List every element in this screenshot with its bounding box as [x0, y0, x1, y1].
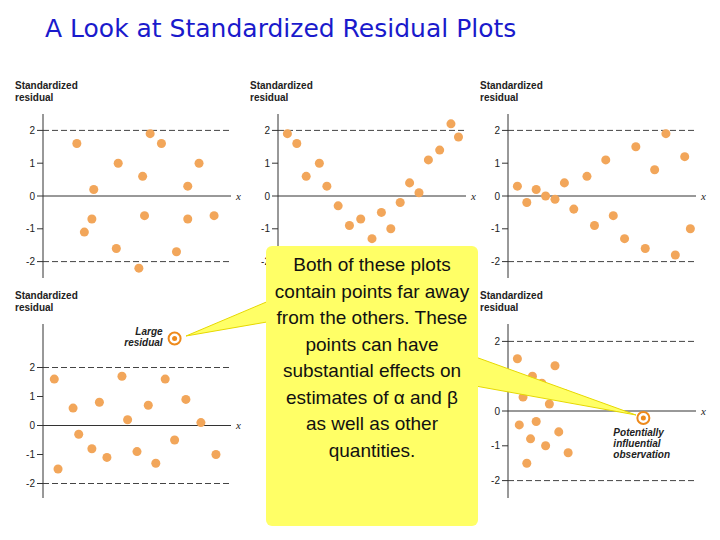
svg-text:2: 2 [494, 336, 500, 347]
svg-text:-1: -1 [26, 223, 35, 234]
svg-text:0: 0 [29, 420, 35, 431]
svg-text:Potentiallyinfluentialobservat: Potentiallyinfluentialobservation [613, 427, 670, 460]
svg-text:-2: -2 [26, 478, 35, 489]
svg-text:2: 2 [264, 125, 270, 136]
svg-text:0: 0 [494, 191, 500, 202]
svg-text:x: x [700, 405, 706, 417]
svg-text:x: x [235, 190, 241, 202]
svg-text:-1: -1 [261, 223, 270, 234]
html-text:Standardized residual: Standardized residual [15, 290, 78, 313]
html-text:Standardized residual: Standardized residual [480, 290, 543, 313]
svg-text:0: 0 [29, 191, 35, 202]
svg-text:1: 1 [29, 391, 35, 402]
svg-text:-2: -2 [491, 475, 500, 486]
svg-text:2: 2 [29, 362, 35, 373]
svg-text:2: 2 [29, 125, 35, 136]
html-text:Standardized residual: Standardized residual [480, 80, 543, 103]
svg-text:x: x [470, 190, 476, 202]
svg-text:1: 1 [264, 158, 270, 169]
html-text:Both of these plots contain po: Both of these plots contain points far a… [274, 254, 470, 461]
svg-text:x: x [700, 190, 706, 202]
svg-text:-1: -1 [491, 223, 500, 234]
html-text:Standardized residual: Standardized residual [15, 80, 78, 103]
svg-text:0: 0 [494, 406, 500, 417]
svg-text:-1: -1 [491, 440, 500, 451]
svg-text:-1: -1 [26, 449, 35, 460]
svg-text:Largeresidual: Largeresidual [124, 326, 163, 348]
svg-text:1: 1 [29, 158, 35, 169]
html-text:A Look at Standardized Residua: A Look at Standardized Residual Plots [45, 14, 517, 43]
svg-text:2: 2 [494, 125, 500, 136]
svg-text:-2: -2 [491, 256, 500, 267]
svg-text:1: 1 [494, 371, 500, 382]
svg-text:-2: -2 [26, 256, 35, 267]
svg-text:0: 0 [264, 191, 270, 202]
svg-text:x: x [235, 419, 241, 431]
html-text:Standardized residual: Standardized residual [250, 80, 313, 103]
svg-text:1: 1 [494, 158, 500, 169]
